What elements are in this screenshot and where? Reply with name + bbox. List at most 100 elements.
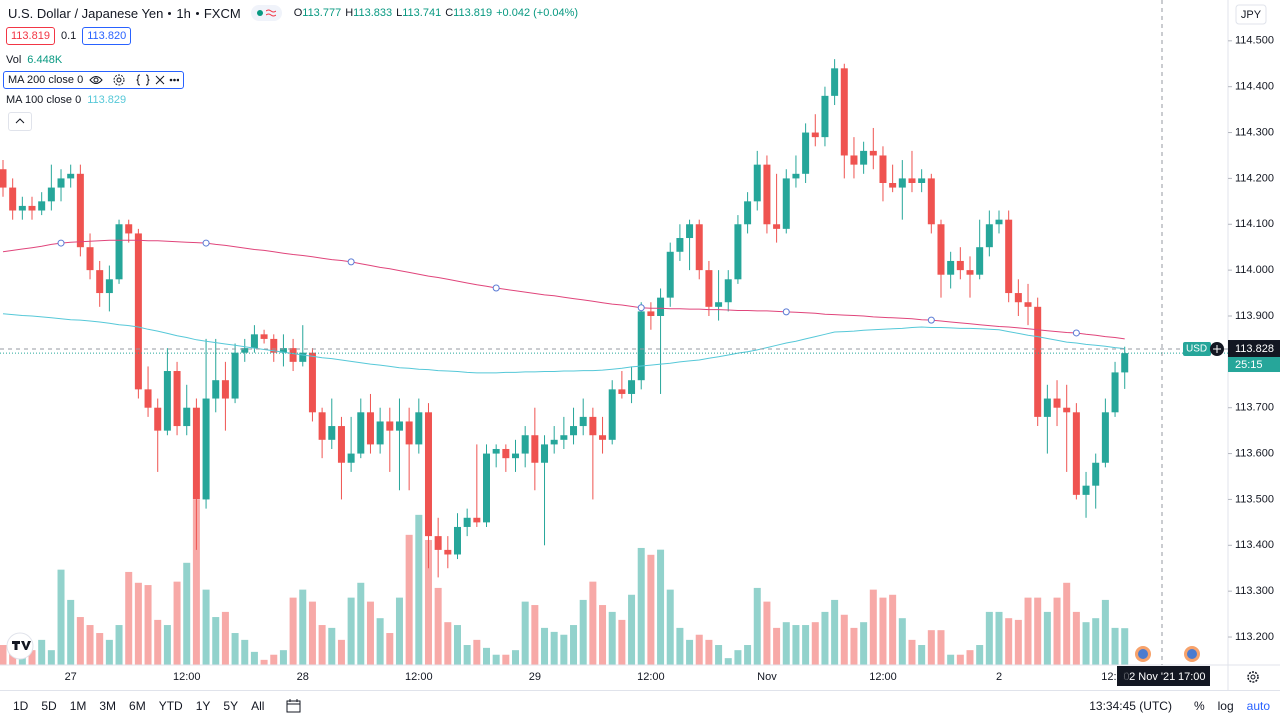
range-button[interactable]: 1D: [13, 699, 29, 713]
volume-bar: [879, 597, 887, 665]
volume-bar: [0, 645, 7, 665]
legend-icons: [89, 74, 180, 86]
bid-button[interactable]: 113.819: [6, 27, 55, 45]
candle-body: [579, 416, 587, 427]
ask-button[interactable]: 113.820: [82, 27, 132, 45]
collapse-button[interactable]: [8, 112, 32, 131]
candle-body: [1034, 306, 1042, 417]
volume-bar: [589, 581, 597, 665]
crosshair-date: 02 Nov '21: [1123, 671, 1175, 683]
auto-toggle[interactable]: auto: [1246, 699, 1270, 713]
volume-bar: [328, 627, 336, 665]
candle-body: [328, 426, 336, 440]
crosshair-time-box: [1117, 666, 1210, 686]
symbol[interactable]: U.S. Dollar / Japanese Yen: [8, 5, 164, 21]
candle-body: [47, 187, 55, 202]
remove-icon[interactable]: [155, 75, 165, 85]
volume-bar: [647, 554, 655, 665]
candle-body: [357, 412, 365, 454]
candle-body: [192, 407, 200, 500]
candle-body: [424, 412, 432, 537]
y-tick-label: 114.000: [1235, 264, 1274, 276]
candle-body: [347, 453, 355, 463]
volume-bar: [1043, 611, 1051, 665]
percent-toggle[interactable]: %: [1193, 699, 1205, 713]
candle-body: [695, 224, 703, 271]
range-button[interactable]: 3M: [99, 699, 117, 713]
price-tag-box: [1183, 342, 1211, 357]
volume-bar: [657, 549, 665, 665]
gear-icon[interactable]: [113, 74, 125, 86]
currency: JPY: [1241, 9, 1262, 21]
volume-bar: [163, 625, 171, 665]
event-icon[interactable]: [1135, 646, 1151, 662]
source-icon[interactable]: [136, 74, 150, 86]
volume-bar: [521, 601, 529, 665]
candle-body: [386, 421, 394, 431]
candle-body: [869, 150, 877, 156]
volume-bar: [618, 619, 626, 665]
ma100-legend: MA 100 close 0 113.829: [6, 94, 126, 106]
ohlc-low: L113.741: [396, 7, 441, 19]
log-toggle[interactable]: log: [1217, 699, 1234, 713]
date-range-icon[interactable]: [286, 699, 302, 713]
candle-body: [1053, 398, 1061, 408]
candle-body: [947, 260, 955, 275]
candle-body: [976, 247, 984, 275]
status-badge[interactable]: [250, 5, 282, 21]
y-tick-label: 114.300: [1235, 126, 1274, 138]
ma-line: [2, 313, 1125, 374]
range-button[interactable]: 6M: [129, 699, 146, 713]
volume-bar: [947, 654, 955, 665]
clock[interactable]: 13:34:45 (UTC): [1089, 699, 1172, 713]
candle-body: [666, 251, 674, 298]
volume-bar: [550, 631, 558, 665]
candle-body: [599, 435, 607, 440]
y-tick-label: 113.600: [1235, 447, 1274, 459]
volume-bar: [1034, 597, 1042, 665]
candle-body: [260, 334, 268, 339]
volume-bar: [792, 625, 800, 665]
candle-body: [163, 371, 171, 431]
volume-bar: [444, 622, 452, 665]
volume-bar: [347, 597, 355, 665]
volume-bar: [860, 622, 868, 665]
candle-body: [918, 178, 926, 183]
ma-marker: [1072, 329, 1080, 337]
volume-bar: [221, 611, 229, 665]
volume-bar: [386, 633, 394, 665]
volume-bar: [395, 597, 403, 665]
range-button[interactable]: 1M: [69, 699, 87, 713]
candle-body: [531, 435, 539, 463]
volume-bar: [840, 614, 848, 665]
eye-icon[interactable]: [89, 76, 103, 84]
volume-bar: [1121, 628, 1129, 665]
candle-body: [415, 412, 423, 445]
range-button[interactable]: 1Y: [195, 699, 211, 713]
volume-bar: [376, 618, 384, 665]
candle-body: [608, 389, 616, 440]
range-button[interactable]: 5D: [41, 699, 57, 713]
volume-bar: [744, 645, 752, 665]
candle-body: [618, 389, 626, 394]
range-button[interactable]: All: [251, 699, 265, 713]
range-button[interactable]: YTD: [158, 699, 183, 713]
candle-body: [86, 247, 94, 271]
interval[interactable]: 1h: [176, 5, 191, 21]
ohlc-value: 113.833: [353, 7, 393, 19]
candle-body: [521, 435, 529, 454]
candle-body: [221, 380, 229, 399]
volume-bar: [1111, 627, 1119, 665]
ma200-legend[interactable]: MA 200 close 0: [3, 71, 185, 89]
more-icon[interactable]: [169, 78, 180, 82]
candle-body: [18, 205, 26, 211]
candle-body: [405, 421, 413, 445]
currency-button[interactable]: [1235, 4, 1267, 25]
volume-bar: [802, 625, 810, 665]
event-icon[interactable]: [1184, 646, 1200, 662]
range-button[interactable]: 5Y: [223, 699, 239, 713]
candle-body: [1072, 412, 1080, 495]
volume-bar: [453, 625, 461, 665]
candle-body: [337, 426, 345, 463]
settings-icon[interactable]: [1247, 671, 1259, 683]
